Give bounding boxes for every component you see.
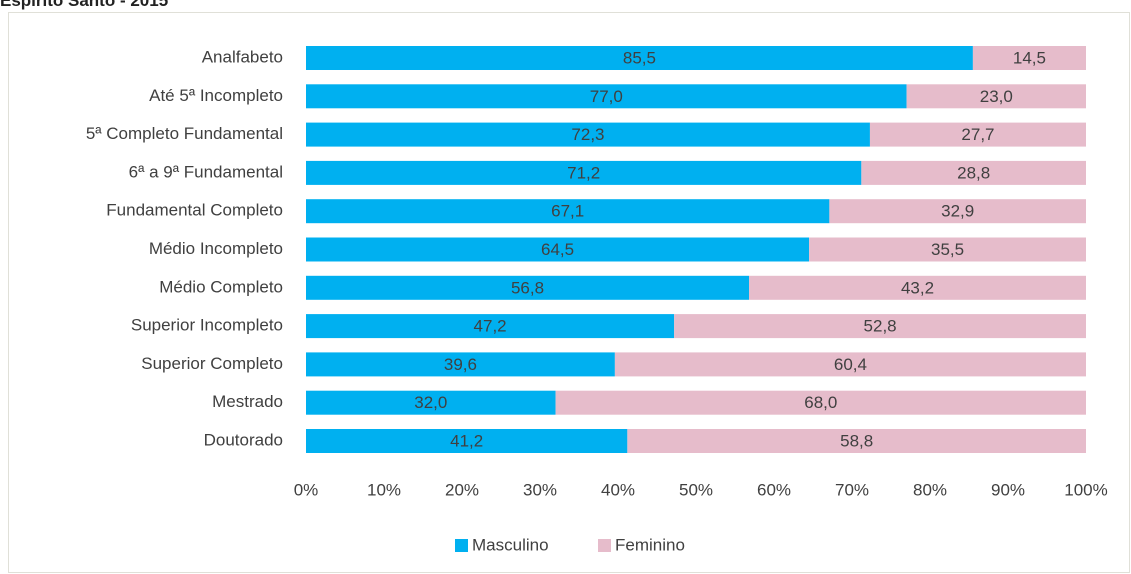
category-label: Doutorado: [204, 430, 283, 449]
bar-segment: [749, 275, 1086, 300]
value-label: 77,0: [590, 87, 623, 106]
value-label: 64,5: [541, 240, 574, 259]
bar-segment: [614, 352, 1086, 377]
x-tick-label: 80%: [913, 480, 947, 499]
category-label: Mestrado: [212, 392, 283, 411]
category-label: Superior Incompleto: [131, 316, 283, 335]
value-label: 39,6: [444, 355, 477, 374]
value-label: 72,3: [571, 125, 604, 144]
bar-segment: [306, 429, 628, 453]
bar-segment: [306, 199, 830, 224]
category-label: Médio Completo: [159, 277, 283, 296]
value-label: 47,2: [474, 317, 507, 336]
value-label: 60,4: [834, 355, 867, 374]
legend-swatch: [455, 539, 468, 552]
category-label: Fundamental Completo: [106, 201, 283, 220]
value-label: 32,9: [941, 202, 974, 221]
value-label: 27,7: [961, 125, 994, 144]
x-tick-label: 90%: [991, 480, 1025, 499]
bar-segment: [906, 84, 1086, 109]
bar-segment: [306, 237, 810, 262]
x-tick-label: 20%: [445, 480, 479, 499]
value-label: 56,8: [511, 278, 544, 297]
bar-segment: [972, 46, 1086, 70]
value-label: 23,0: [980, 87, 1013, 106]
value-label: 41,2: [450, 431, 483, 450]
category-label: Analfabeto: [202, 47, 283, 66]
legend-label: Feminino: [615, 535, 685, 554]
x-tick-label: 40%: [601, 480, 635, 499]
value-label: 35,5: [931, 240, 964, 259]
value-label: 68,0: [804, 393, 837, 412]
bar-segment: [674, 314, 1086, 339]
value-label: 52,8: [864, 317, 897, 336]
bar-segment: [861, 160, 1086, 185]
x-tick-label: 70%: [835, 480, 869, 499]
bar-segment: [306, 160, 862, 185]
value-label: 58,8: [840, 431, 873, 450]
x-tick-label: 30%: [523, 480, 557, 499]
value-label: 67,1: [551, 202, 584, 221]
value-label: 14,5: [1013, 48, 1046, 67]
x-tick-label: 100%: [1064, 480, 1107, 499]
value-label: 28,8: [957, 163, 990, 182]
bar-segment: [306, 314, 675, 339]
bar-segment: [829, 199, 1086, 224]
value-label: 85,5: [623, 48, 656, 67]
x-tick-label: 0%: [294, 480, 319, 499]
chart-border: [8, 12, 1130, 573]
bar-segment: [627, 429, 1086, 453]
value-label: 43,2: [901, 278, 934, 297]
bar-segment: [555, 390, 1086, 415]
value-label: 71,2: [567, 163, 600, 182]
bar-segment: [306, 122, 870, 147]
x-tick-label: 50%: [679, 480, 713, 499]
category-label: 5ª Completo Fundamental: [86, 124, 283, 143]
bar-segment: [306, 352, 615, 377]
bar-segment: [306, 46, 973, 70]
x-tick-label: 10%: [367, 480, 401, 499]
bar-segment: [306, 84, 907, 109]
legend-swatch: [598, 539, 611, 552]
category-label: Superior Completo: [141, 354, 283, 373]
bar-segment: [306, 275, 750, 300]
category-label: Até 5ª Incompleto: [149, 86, 283, 105]
bar-segment: [809, 237, 1086, 262]
category-label: 6ª a 9ª Fundamental: [129, 162, 283, 181]
chart-title: Espírito Santo - 2015: [0, 0, 168, 10]
value-label: 32,0: [414, 393, 447, 412]
bar-segment: [869, 122, 1086, 147]
category-label: Médio Incompleto: [149, 239, 283, 258]
x-tick-label: 60%: [757, 480, 791, 499]
legend-label: Masculino: [472, 535, 549, 554]
bar-segment: [306, 390, 556, 415]
